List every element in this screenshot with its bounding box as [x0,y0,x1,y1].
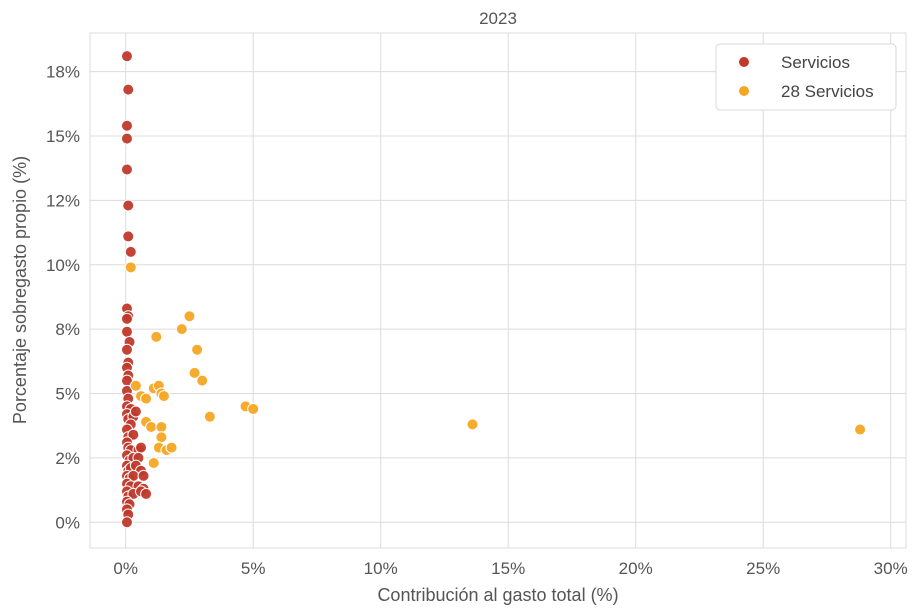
data-points [120,50,867,529]
y-tick-label: 5% [55,385,80,404]
point-servicios [127,428,140,441]
legend-label-servicios: Servicios [781,53,850,72]
point-servicios [124,245,137,258]
point-28-servicios [147,457,160,470]
y-tick-label: 2% [55,449,80,468]
point-28-servicios [129,379,142,392]
point-servicios [120,50,133,63]
point-servicios [120,516,133,529]
y-axis-title: Porcentaje sobregasto propio (%) [10,156,30,424]
chart-title: 2023 [479,9,517,28]
x-tick-label: 10% [364,559,398,578]
plot-background [89,32,907,549]
point-servicios [120,343,133,356]
point-servicios [120,163,133,176]
point-servicios [120,312,133,325]
y-tick-label: 8% [55,320,80,339]
point-28-servicios [157,390,170,403]
point-28-servicios [854,423,867,436]
y-tick-labels: 0% 2% 5% 8% 10% 12% 15% 18% [46,63,80,533]
x-tick-labels: 0% 5% 10% 15% 20% 25% 30% [113,559,907,578]
point-servicios [137,469,150,482]
legend-marker-servicios [738,56,750,68]
point-servicios [122,83,135,96]
legend-label-28-servicios: 28 Servicios [781,82,874,101]
point-28-servicios [155,420,168,433]
point-28-servicios [155,431,168,444]
point-servicios [120,325,133,338]
point-servicios [122,199,135,212]
point-28-servicios [165,441,178,454]
x-tick-label: 25% [746,559,780,578]
point-28-servicios [145,420,158,433]
point-servicios [140,487,153,500]
legend: Servicios 28 Servicios [715,43,897,111]
point-28-servicios [150,330,163,343]
point-servicios [135,441,147,454]
legend-box [715,43,897,111]
y-tick-label: 15% [46,127,80,146]
x-tick-label: 5% [241,559,266,578]
y-tick-label: 0% [55,513,80,532]
y-tick-label: 10% [46,256,80,275]
x-tick-label: 30% [874,559,908,578]
x-tick-label: 0% [113,559,138,578]
point-servicios [129,405,142,418]
point-28-servicios [203,410,216,423]
point-28-servicios [175,323,188,336]
y-tick-label: 12% [46,191,80,210]
x-axis-title: Contribución al gasto total (%) [377,585,618,605]
point-28-servicios [140,392,153,405]
point-28-servicios [247,402,260,415]
point-28-servicios [191,343,204,356]
point-servicios [122,230,135,243]
point-28-servicios [188,366,201,379]
point-servicios [120,119,133,132]
point-28-servicios [196,374,209,387]
point-28-servicios [466,418,479,431]
y-tick-label: 18% [46,63,80,82]
point-servicios [120,132,133,145]
point-28-servicios [183,310,196,323]
legend-marker-28-servicios [738,85,750,97]
x-tick-label: 20% [619,559,653,578]
x-tick-label: 15% [491,559,525,578]
point-28-servicios [124,261,137,274]
